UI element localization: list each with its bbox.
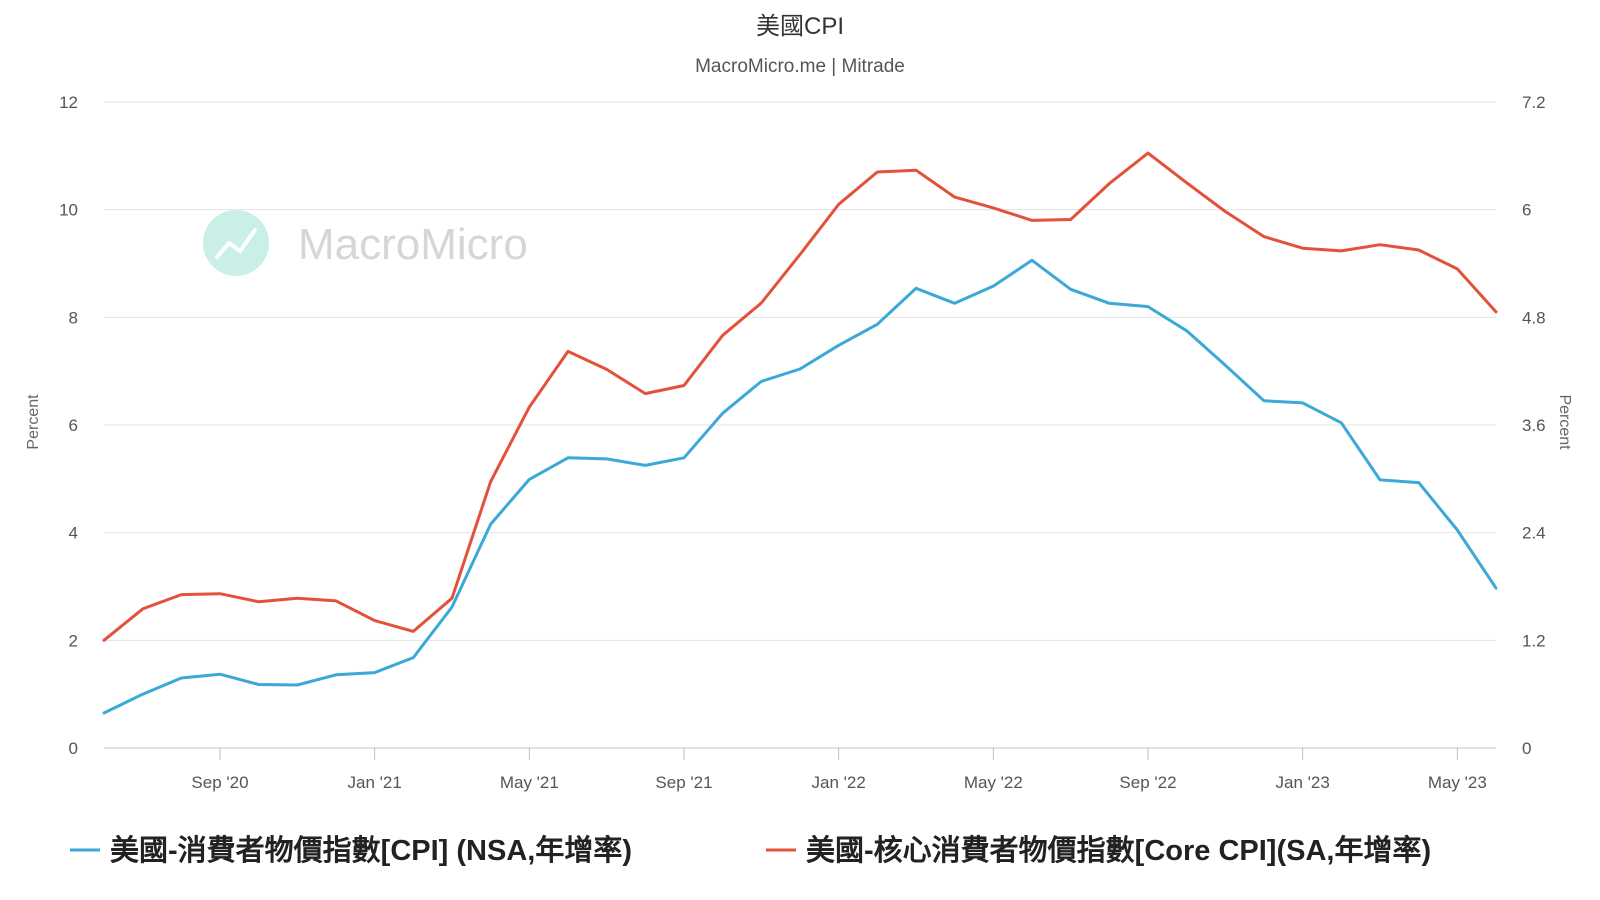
legend-item-cpi[interactable]: 美國-消費者物價指數[CPI] (NSA,年增率) — [70, 833, 632, 867]
left-tick-label: 0 — [69, 739, 78, 758]
right-tick-label: 7.2 — [1522, 93, 1546, 112]
watermark-chart-icon — [215, 228, 257, 259]
right-tick-label: 6 — [1522, 201, 1531, 220]
left-tick-label: 6 — [69, 416, 78, 435]
legend: 美國-消費者物價指數[CPI] (NSA,年增率) 美國-核心消費者物價指數[C… — [70, 833, 1431, 867]
left-axis-title: Percent — [25, 394, 42, 450]
x-tick-label: May '23 — [1428, 773, 1487, 792]
x-tick-label: May '22 — [964, 773, 1023, 792]
x-tick-label: May '21 — [500, 773, 559, 792]
watermark-text: MacroMicro — [298, 220, 528, 269]
right-axis-title: Percent — [1556, 394, 1573, 450]
right-tick-label: 1.2 — [1522, 631, 1546, 650]
left-tick-label: 2 — [69, 631, 78, 650]
legend-item-core-cpi[interactable]: 美國-核心消費者物價指數[Core CPI](SA,年增率) — [766, 833, 1431, 867]
chart-subtitle: MacroMicro.me | Mitrade — [695, 56, 905, 77]
x-tick-label: Jan '23 — [1276, 773, 1330, 792]
right-tick-label: 3.6 — [1522, 416, 1546, 435]
legend-label-core-cpi: 美國-核心消費者物價指數[Core CPI](SA,年增率) — [806, 833, 1431, 867]
right-axis-ticks: 0 1.2 2.4 3.6 4.8 6 7.2 — [1522, 93, 1546, 758]
watermark-logo-icon — [203, 210, 269, 276]
watermark: MacroMicro — [203, 210, 528, 276]
left-tick-label: 10 — [59, 201, 78, 220]
series-line-1 — [102, 151, 1498, 642]
x-axis: Sep '20 Jan '21 May '21 Sep '21 Jan '22 May '… — [104, 747, 1496, 792]
right-tick-label: 2.4 — [1522, 524, 1546, 543]
x-tick-label: Sep '21 — [655, 773, 712, 792]
right-tick-label: 0 — [1522, 739, 1531, 758]
x-tick-label: Jan '22 — [812, 773, 866, 792]
legend-label-cpi: 美國-消費者物價指數[CPI] (NSA,年增率) — [110, 833, 632, 867]
chart-title: 美國CPI — [756, 13, 844, 40]
x-tick-label: Sep '20 — [191, 773, 248, 792]
x-tick-label: Sep '22 — [1119, 773, 1176, 792]
right-tick-label: 4.8 — [1522, 308, 1546, 327]
series-line-0 — [102, 258, 1498, 715]
left-axis-ticks: 0 2 4 6 8 10 12 — [59, 93, 78, 758]
grid-lines — [104, 101, 1496, 641]
left-tick-label: 4 — [69, 524, 78, 543]
series-lines — [102, 151, 1498, 715]
left-tick-label: 12 — [59, 93, 78, 112]
left-tick-label: 8 — [69, 308, 78, 327]
x-tick-label: Jan '21 — [348, 773, 402, 792]
